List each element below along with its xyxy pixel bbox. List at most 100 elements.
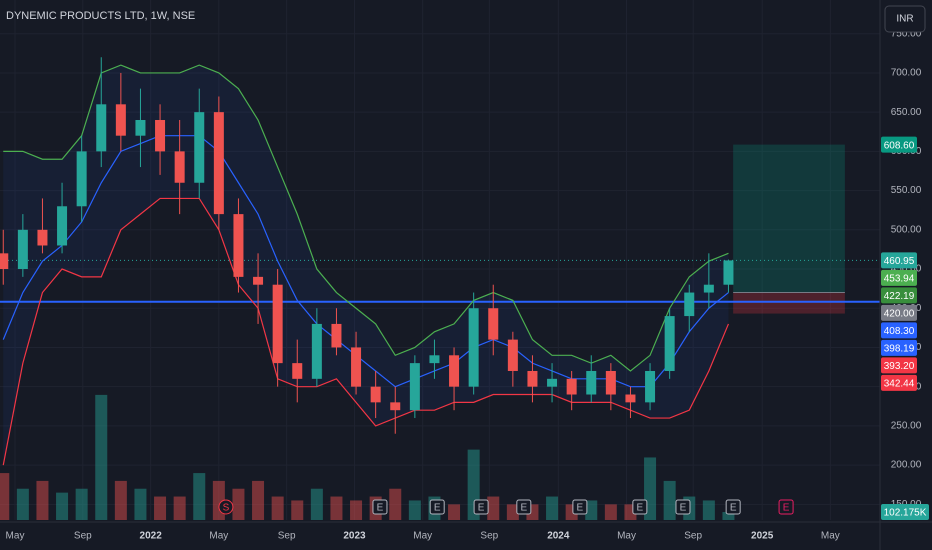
volume-label: 102.175K: [884, 508, 927, 519]
x-tick-label: Sep: [278, 531, 296, 542]
axes: 150.00200.00250.00300.00350.00400.00450.…: [6, 28, 929, 542]
candle-body: [449, 355, 460, 387]
volume-bar: [271, 496, 284, 520]
volume-bar: [56, 492, 69, 520]
volume-bar: [408, 500, 421, 520]
candle-body: [155, 120, 166, 152]
event-label: E: [434, 503, 441, 514]
candle-body: [37, 229, 48, 246]
target-zone: [733, 144, 845, 293]
price-label: 393.20: [884, 361, 915, 372]
volume-bar: [389, 488, 402, 520]
volume-bar: [702, 500, 715, 520]
price-label: 608.60: [884, 140, 915, 151]
band-lower: [2, 197, 730, 466]
x-tick-label: May: [821, 531, 840, 542]
candle-body: [586, 370, 597, 395]
x-tick-label: Sep: [74, 531, 92, 542]
volume-bar: [585, 500, 598, 520]
price-label: 460.95: [884, 256, 915, 267]
currency-button[interactable]: [884, 5, 926, 33]
x-tick-label: May: [209, 531, 228, 542]
x-tick-label: Sep: [480, 531, 498, 542]
candle-body: [625, 394, 636, 403]
price-label-box: [881, 269, 917, 286]
currency-label[interactable]: INR: [896, 14, 913, 25]
volume-bar: [36, 480, 49, 520]
candle-body: [76, 151, 87, 207]
event-label: E: [577, 503, 584, 514]
candle-body: [96, 104, 107, 152]
x-tick-label: May: [617, 531, 636, 542]
candle-body: [723, 260, 734, 285]
volume-bar: [95, 394, 108, 520]
event-label: E: [520, 503, 527, 514]
event-marker[interactable]: [218, 499, 234, 515]
volume-bar: [114, 480, 127, 520]
event-marker[interactable]: [675, 499, 691, 515]
candle-body: [57, 206, 68, 246]
volume-bar: [330, 496, 343, 520]
candle-body: [351, 347, 362, 387]
candle-body: [311, 323, 322, 379]
chart-title: DYNEMIC PRODUCTS LTD, 1W, NSE: [6, 10, 195, 22]
candle-body: [664, 316, 675, 371]
candle-body: [507, 339, 518, 371]
price-label-box: [881, 287, 917, 304]
candle-body: [194, 112, 205, 183]
price-label: 398.19: [884, 344, 915, 355]
volume-bar: [310, 488, 323, 520]
candle-body: [233, 214, 244, 277]
price-label-box: [881, 252, 917, 269]
volume-bar: [16, 488, 29, 520]
event-label: E: [680, 503, 687, 514]
x-tick-label: 2023: [343, 531, 366, 542]
x-tick-label: May: [6, 531, 25, 542]
candle-body: [115, 104, 126, 136]
event-marker[interactable]: [778, 499, 794, 515]
volume-bar: [0, 473, 10, 520]
event-marker[interactable]: [516, 499, 532, 515]
candle-body: [174, 151, 185, 183]
volume-bar: [291, 500, 304, 520]
candle-body: [527, 370, 538, 387]
y-tick-label: 500.00: [891, 224, 922, 235]
price-label-box: [881, 339, 917, 356]
event-marker[interactable]: [473, 499, 489, 515]
candle-body: [703, 284, 714, 293]
event-marker[interactable]: [632, 499, 648, 515]
volume-bar: [546, 496, 559, 520]
x-tick-label: Sep: [684, 531, 702, 542]
price-label-box: [881, 374, 917, 391]
event-label: S: [223, 503, 230, 514]
event-marker[interactable]: [572, 499, 588, 515]
candle-body: [135, 120, 146, 136]
candle-body: [370, 386, 381, 403]
candle-body: [390, 402, 401, 411]
y-tick-label: 550.00: [891, 185, 922, 196]
volume-bar: [663, 480, 676, 520]
price-label-box: [881, 136, 917, 153]
volume-bar: [350, 500, 363, 520]
event-marker[interactable]: [725, 499, 741, 515]
price-label-box: [881, 357, 917, 374]
event-marker[interactable]: [429, 499, 445, 515]
event-label: E: [637, 503, 644, 514]
price-label-box: [881, 304, 917, 321]
volume-bar: [232, 488, 245, 520]
candle-body: [684, 292, 695, 317]
price-label: 420.00: [884, 309, 915, 320]
candle-body: [488, 308, 499, 340]
event-marker[interactable]: [372, 499, 388, 515]
y-tick-label: 450.00: [891, 264, 922, 275]
candle-body: [468, 308, 479, 387]
y-tick-label: 250.00: [891, 421, 922, 432]
y-tick-label: 700.00: [891, 68, 922, 79]
x-tick-label: May: [413, 531, 432, 542]
price-label: 422.19: [884, 291, 915, 302]
volume-bar: [252, 480, 265, 520]
y-tick-label: 200.00: [891, 460, 922, 471]
band-upper: [3, 64, 729, 372]
